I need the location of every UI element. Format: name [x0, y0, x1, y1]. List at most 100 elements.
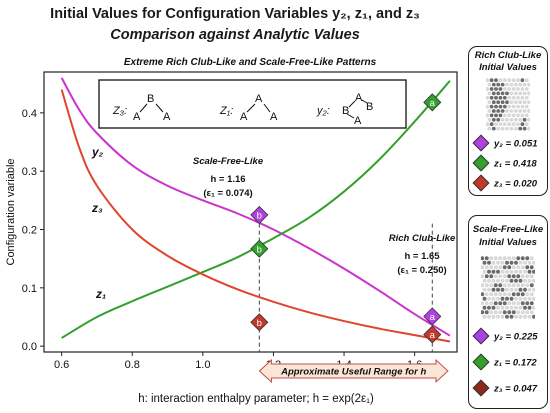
lattice-cell: [489, 301, 494, 306]
lattice-cell: [500, 126, 505, 131]
lattice-cell: [486, 113, 490, 118]
lattice-cell: [482, 305, 487, 310]
lattice-cell: [507, 113, 512, 118]
lattice-cell: [514, 260, 518, 265]
lattice-cell: [491, 269, 496, 274]
lattice-cell: [522, 126, 527, 131]
lattice-cell: [493, 310, 498, 315]
lattice-cell: [513, 91, 518, 96]
lattice-cell: [486, 87, 490, 91]
lattice-cell: [489, 292, 494, 297]
lattice-cell: [511, 256, 516, 261]
lattice-cell: [527, 91, 530, 96]
x-tick-label: 0.6: [54, 359, 69, 371]
lattice-cell: [505, 296, 509, 301]
marker-letter: b: [257, 318, 262, 329]
lattice-cell: [520, 283, 525, 288]
scale-free-z3-row: z₃ = 0.047: [472, 379, 537, 397]
lattice-cell: [494, 95, 498, 100]
lattice-cell: [518, 91, 523, 96]
scale-free-z1-row: z₁ = 0.172: [472, 353, 537, 371]
y-axis-label: Configuration variable: [5, 158, 17, 265]
lattice-cell: [507, 283, 512, 288]
lattice-cell: [496, 109, 501, 113]
lattice-cell: [482, 287, 487, 292]
lattice-cell: [518, 287, 523, 292]
lattice-cell: [523, 296, 527, 301]
lattice-cell: [520, 122, 525, 127]
lattice-cell: [500, 287, 505, 292]
lattice-cell: [527, 278, 532, 283]
lattice-cell: [494, 122, 498, 127]
lattice-cell: [509, 314, 514, 319]
lattice-cell: [481, 301, 485, 306]
lattice-cell: [532, 260, 535, 265]
x-axis-label: h: interaction enthalpy parameter; h = e…: [138, 393, 374, 405]
lattice-cell: [523, 260, 527, 265]
lattice-cell: [507, 87, 512, 91]
lattice-cell: [525, 301, 530, 306]
lattice-cell: [507, 310, 512, 315]
lattice-cell: [493, 292, 498, 297]
lattice-cell: [518, 100, 523, 105]
lattice-cell: [494, 113, 498, 118]
lattice-cell: [484, 301, 489, 306]
z1-series-label: z₁: [95, 287, 106, 301]
lattice-cell: [502, 78, 507, 83]
lattice-cell: [509, 91, 514, 96]
motif-inset-box: [98, 79, 407, 129]
lattice-cell: [529, 265, 534, 270]
lattice-cell: [507, 122, 512, 127]
lattice-cell: [509, 117, 514, 122]
lattice-cell: [502, 283, 507, 288]
lattice-cell: [487, 91, 492, 96]
inset-z3-edge: [139, 103, 148, 113]
lattice-cell: [529, 256, 534, 261]
lattice-cell: [527, 260, 532, 265]
rich-club-z1-row: z₁ = 0.418: [472, 154, 537, 172]
lattice-cell: [514, 296, 518, 301]
lattice-cell: [520, 301, 525, 306]
lattice-cell: [491, 91, 496, 96]
lattice-cell: [498, 113, 503, 118]
lattice-cell: [502, 274, 507, 279]
lattice-cell: [505, 287, 509, 292]
lattice-cell: [496, 260, 500, 265]
lattice-cell: [527, 296, 532, 301]
x-tick-label: 0.8: [125, 359, 140, 371]
lattice-cell: [491, 260, 496, 265]
lattice-cell: [532, 314, 535, 319]
lattice-cell: [500, 100, 505, 105]
useful-range-arrow: Approximate Useful Range for h: [258, 358, 449, 384]
lattice-cell: [487, 100, 492, 105]
lattice-cell: [486, 78, 490, 83]
lattice-cell: [509, 287, 514, 292]
scale-free-annotation-h: h = 1.16: [210, 174, 245, 185]
inset-z3-node-a1: A: [133, 111, 141, 123]
lattice-cell: [505, 91, 509, 96]
lattice-cell: [487, 109, 492, 113]
lattice-cell: [487, 305, 491, 310]
lattice-cell: [514, 287, 518, 292]
lattice-cell: [509, 260, 514, 265]
lattice-cell: [494, 78, 498, 83]
lattice-cell: [482, 278, 487, 283]
lattice-cell: [489, 78, 494, 83]
lattice-cell: [500, 269, 505, 274]
marker-letter: b: [257, 210, 262, 221]
marker-letter: a: [430, 330, 436, 341]
z3-series-label: z₃: [91, 201, 103, 215]
lattice-cell: [486, 95, 490, 100]
rich-club-panel: Rich Club-Like Initial Values y₂ = 0.051…: [468, 46, 548, 196]
lattice-cell: [493, 274, 498, 279]
lattice-cell: [505, 126, 509, 131]
lattice-cell: [518, 126, 523, 131]
lattice-cell: [502, 95, 507, 100]
lattice-cell: [509, 100, 514, 105]
inset-y2-node-a1: A: [355, 92, 363, 104]
lattice-cell: [522, 91, 527, 96]
marker-letter: a: [430, 312, 436, 323]
lattice-cell: [527, 109, 530, 113]
scale-free-lattice-image: [481, 256, 535, 319]
lattice-cell: [489, 113, 494, 118]
